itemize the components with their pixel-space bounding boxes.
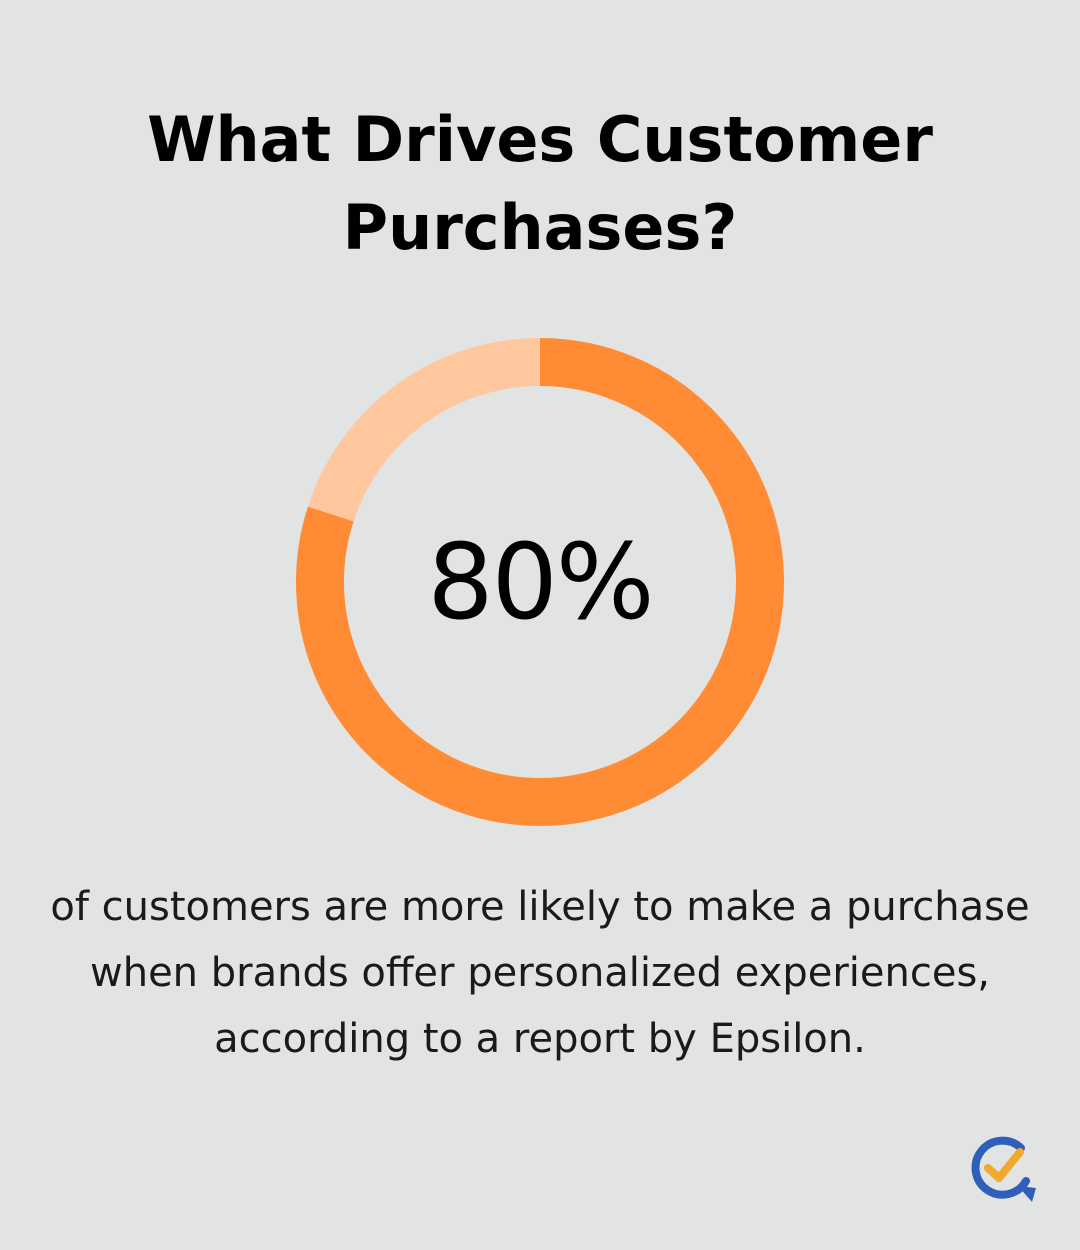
chart-caption: of customers are more likely to make a p… [50, 884, 1030, 1062]
center-percentage: 80% [427, 521, 654, 643]
donut-chart: 80% [290, 332, 790, 832]
donut-slice-value [296, 338, 784, 826]
donut-svg [296, 338, 784, 826]
chart-title: What Drives Customer Purchases? [147, 103, 933, 264]
donut-slice-remainder [307, 338, 541, 522]
chat-bubble-checkmark-icon [966, 1130, 1042, 1208]
